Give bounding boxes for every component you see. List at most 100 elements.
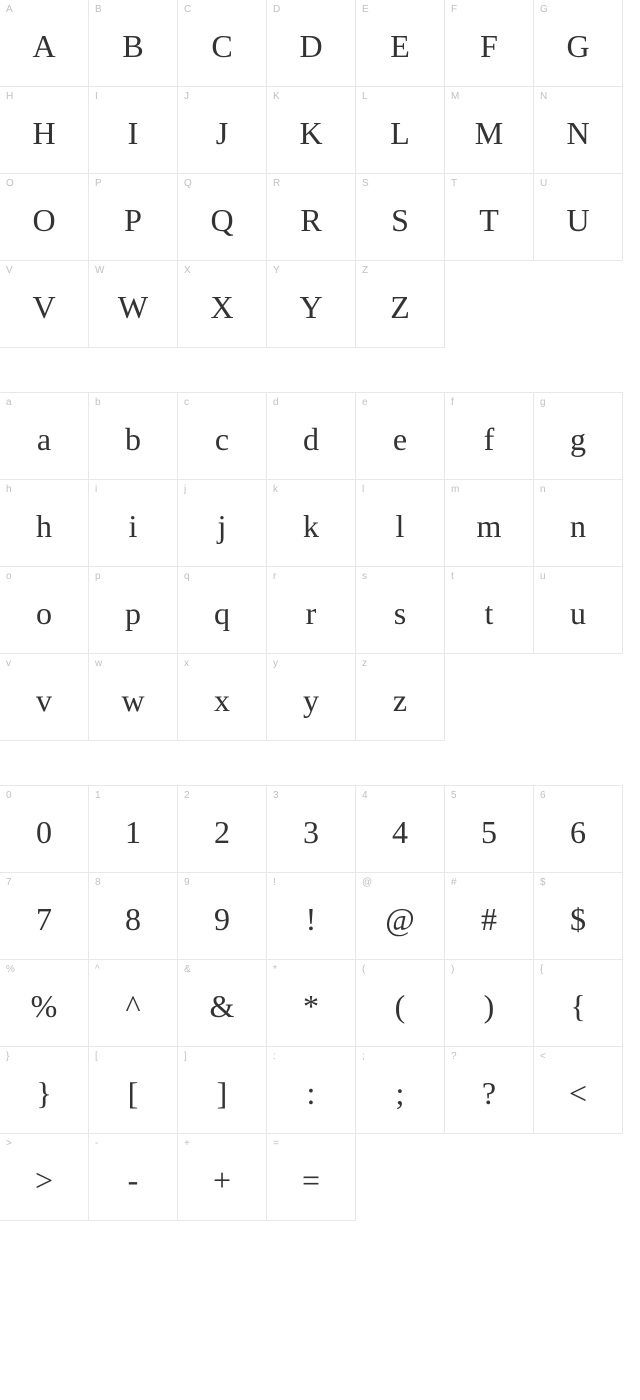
glyph-cell[interactable]: KK [266,86,356,174]
glyph-cell[interactable]: << [533,1046,623,1134]
glyph-cell[interactable]: ++ [177,1133,267,1221]
glyph-cell[interactable]: ww [88,653,178,741]
glyph-char: z [393,678,407,716]
glyph-cell[interactable]: ZZ [355,260,445,348]
glyph-cell[interactable]: BB [88,0,178,87]
glyph-char: D [299,24,322,62]
glyph-cell[interactable]: >> [0,1133,89,1221]
glyph-cell[interactable]: JJ [177,86,267,174]
glyph-cell[interactable]: DD [266,0,356,87]
glyph-cell[interactable]: NN [533,86,623,174]
glyph-cell[interactable]: aa [0,392,89,480]
glyph-cell[interactable]: (( [355,959,445,1047]
glyph-cell[interactable]: ?? [444,1046,534,1134]
glyph-cell[interactable]: bb [88,392,178,480]
glyph-cell[interactable]: tt [444,566,534,654]
glyph-cell[interactable]: oo [0,566,89,654]
glyph-label: N [540,91,547,102]
glyph-cell[interactable]: == [266,1133,356,1221]
glyph-cell[interactable]: VV [0,260,89,348]
glyph-cell[interactable]: 99 [177,872,267,960]
glyph-cell[interactable]: hh [0,479,89,567]
glyph-cell[interactable]: $$ [533,872,623,960]
glyph-cell[interactable]: uu [533,566,623,654]
glyph-cell[interactable]: && [177,959,267,1047]
glyph-cell[interactable]: 88 [88,872,178,960]
glyph-cell[interactable]: !! [266,872,356,960]
glyph-cell[interactable]: XX [177,260,267,348]
glyph-cell[interactable]: 00 [0,785,89,873]
glyph-char: b [125,417,141,455]
glyph-cell[interactable]: }} [0,1046,89,1134]
glyph-cell[interactable]: rr [266,566,356,654]
glyph-cell[interactable]: 44 [355,785,445,873]
glyph-cell[interactable]: 55 [444,785,534,873]
glyph-cell[interactable]: pp [88,566,178,654]
glyph-cell[interactable]: qq [177,566,267,654]
glyph-label: S [362,178,369,189]
glyph-label: [ [95,1051,98,1062]
glyph-section-numbers-symbols: 00112233445566 778899!!@@##$$%%^^&&**(())… [0,786,640,1221]
glyph-cell[interactable]: jj [177,479,267,567]
glyph-cell[interactable]: vv [0,653,89,741]
glyph-label: & [184,964,191,975]
glyph-cell[interactable]: nn [533,479,623,567]
glyph-cell[interactable]: OO [0,173,89,261]
glyph-cell[interactable]: FF [444,0,534,87]
glyph-cell[interactable]: mm [444,479,534,567]
glyph-cell[interactable]: YY [266,260,356,348]
glyph-cell[interactable]: gg [533,392,623,480]
glyph-cell[interactable]: EE [355,0,445,87]
glyph-label: j [184,484,186,495]
glyph-cell[interactable]: 11 [88,785,178,873]
glyph-cell[interactable]: WW [88,260,178,348]
glyph-cell[interactable]: {{ [533,959,623,1047]
glyph-cell[interactable]: ;; [355,1046,445,1134]
glyph-char: H [32,111,55,149]
glyph-char: o [36,591,52,629]
glyph-cell[interactable]: kk [266,479,356,567]
glyph-cell[interactable]: LL [355,86,445,174]
glyph-char: g [570,417,586,455]
glyph-cell[interactable]: 77 [0,872,89,960]
glyph-cell[interactable]: PP [88,173,178,261]
glyph-cell[interactable]: %% [0,959,89,1047]
glyph-cell[interactable]: ]] [177,1046,267,1134]
glyph-cell[interactable]: RR [266,173,356,261]
glyph-cell[interactable]: [[ [88,1046,178,1134]
glyph-cell[interactable]: 66 [533,785,623,873]
glyph-label: Y [273,265,280,276]
glyph-cell[interactable]: ** [266,959,356,1047]
glyph-cell[interactable]: xx [177,653,267,741]
glyph-cell[interactable]: ff [444,392,534,480]
glyph-cell[interactable]: @@ [355,872,445,960]
glyph-cell[interactable]: dd [266,392,356,480]
glyph-cell[interactable]: ^^ [88,959,178,1047]
glyph-cell[interactable]: yy [266,653,356,741]
glyph-cell[interactable]: 22 [177,785,267,873]
glyph-cell[interactable]: CC [177,0,267,87]
glyph-cell[interactable]: ss [355,566,445,654]
glyph-label: ; [362,1051,365,1062]
glyph-cell[interactable]: SS [355,173,445,261]
glyph-cell[interactable]: 33 [266,785,356,873]
glyph-char: B [122,24,143,62]
glyph-cell[interactable]: ee [355,392,445,480]
glyph-cell[interactable]: MM [444,86,534,174]
glyph-cell[interactable]: ii [88,479,178,567]
glyph-cell[interactable]: -- [88,1133,178,1221]
glyph-cell[interactable]: TT [444,173,534,261]
glyph-cell[interactable]: HH [0,86,89,174]
glyph-cell[interactable]: QQ [177,173,267,261]
glyph-cell[interactable]: UU [533,173,623,261]
glyph-cell[interactable]: II [88,86,178,174]
glyph-cell[interactable]: zz [355,653,445,741]
glyph-cell[interactable]: ll [355,479,445,567]
glyph-cell[interactable]: cc [177,392,267,480]
glyph-cell[interactable]: GG [533,0,623,87]
glyph-cell[interactable]: AA [0,0,89,87]
glyph-cell[interactable]: :: [266,1046,356,1134]
glyph-cell[interactable]: ## [444,872,534,960]
glyph-cell[interactable]: )) [444,959,534,1047]
glyph-char: 8 [125,897,141,935]
